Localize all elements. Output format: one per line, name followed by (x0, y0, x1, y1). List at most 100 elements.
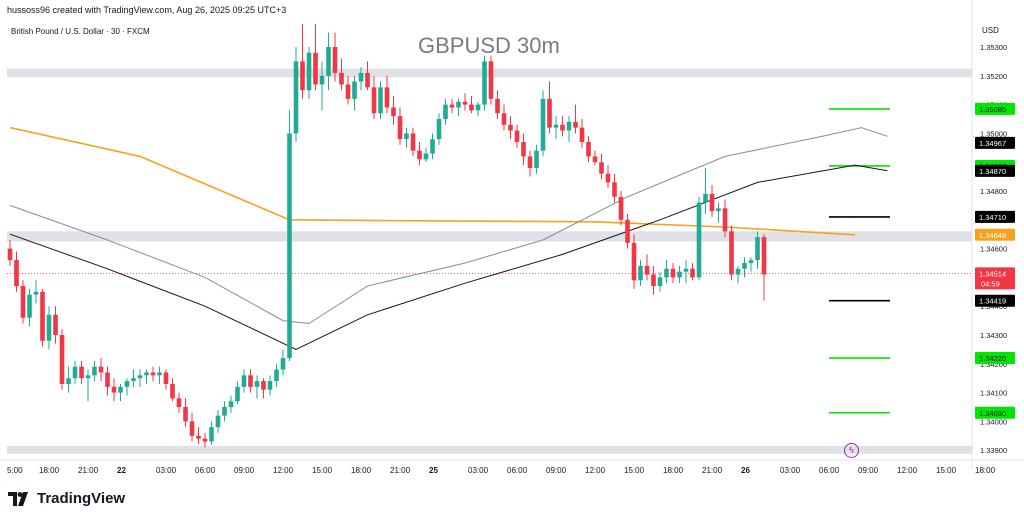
candle-body (352, 81, 357, 99)
candle-body (469, 104, 474, 111)
candle-body (196, 435, 201, 439)
candle-body (579, 127, 585, 143)
candle-body (163, 372, 169, 384)
price-level-tag-bg (975, 136, 1015, 149)
time-tick-label: 18:00 (663, 466, 684, 475)
price-level-tag: 1.34967 (979, 139, 1006, 148)
candle-body (553, 124, 559, 128)
candle-body (235, 386, 240, 402)
candle-body (644, 265, 650, 275)
candle-body (209, 427, 214, 442)
candle-body (560, 124, 565, 131)
price-level-tag-bg (975, 102, 1015, 115)
time-tick-label: 06:00 (195, 466, 216, 475)
candle-body (215, 415, 221, 428)
candle-body (345, 84, 351, 99)
price-level-tag-bg (975, 210, 1015, 223)
candle-body (456, 101, 461, 108)
candle-body (404, 133, 409, 140)
price-level-tag: 1.34710 (979, 213, 1006, 222)
candle-body (59, 335, 65, 384)
time-tick-label: 03:00 (468, 466, 489, 475)
candle-body (410, 133, 416, 151)
candle-body (449, 104, 455, 108)
tradingview-logo-icon (8, 491, 28, 506)
price-tick-label: 1.34300 (980, 331, 1007, 340)
candle-body (521, 142, 526, 157)
candle-body (625, 219, 630, 243)
candle-body (638, 265, 643, 281)
currency-label[interactable]: USD (982, 26, 999, 35)
candle-body (189, 421, 195, 436)
candle-body (118, 386, 123, 393)
candle-body (670, 268, 676, 278)
price-level-tag: 1.34030 (979, 409, 1006, 418)
candle-body (202, 438, 208, 442)
candle-body (53, 314, 58, 335)
candle-body (547, 98, 552, 128)
candle-body (501, 113, 507, 125)
time-tick-label: 22 (117, 466, 126, 475)
price-level-tag: 1.35085 (979, 105, 1006, 114)
candle-body (241, 375, 247, 387)
candle-body (261, 381, 266, 390)
time-tick-label: 18:00 (975, 466, 996, 475)
candle-body (514, 130, 520, 143)
time-tick-label: 18:00 (351, 466, 372, 475)
candle-body (586, 142, 591, 157)
candle-body (592, 156, 598, 163)
candle-body (319, 75, 325, 85)
time-tick-label: 09:00 (858, 466, 879, 475)
candle-body (326, 47, 331, 76)
candle-body (124, 381, 130, 387)
candles-layer (7, 23, 767, 448)
candle-body (573, 121, 578, 128)
price-level-tag: 1.34220 (979, 354, 1006, 363)
time-tick-label: 09:00 (546, 466, 567, 475)
candle-body (105, 372, 110, 387)
candle-body (267, 381, 273, 390)
candle-body (540, 98, 546, 151)
candle-body (443, 104, 448, 119)
tradingview-logo[interactable]: TradingView (8, 490, 125, 507)
time-tick-label: 21:00 (78, 466, 99, 475)
candle-body (508, 124, 513, 131)
price-level-tag: 1.34870 (979, 167, 1006, 176)
time-tick-label: 15:00 (624, 466, 645, 475)
candle-body (274, 369, 279, 382)
time-tick-label: 15:00 (936, 466, 957, 475)
current-price-tag: 1.34514 (979, 269, 1006, 278)
time-tick-label: 26 (741, 466, 750, 475)
tradingview-logo-text: TradingView (37, 490, 126, 507)
price-tick-label: 1.34000 (980, 417, 1007, 426)
candle-body (651, 274, 656, 287)
candle-body (755, 237, 760, 261)
time-tick-label: 03:00 (780, 466, 801, 475)
candle-body (358, 72, 364, 82)
candle-body (748, 260, 754, 263)
candle-body (183, 407, 188, 422)
candle-body (664, 268, 669, 278)
candle-body (157, 372, 162, 376)
candle-body (79, 366, 84, 379)
time-tick-label: 03:00 (156, 466, 177, 475)
candle-body (7, 248, 13, 261)
candle-body (495, 98, 500, 114)
candle-body (475, 104, 481, 111)
candle-body (391, 107, 396, 117)
candle-body (287, 133, 292, 359)
candle-body (527, 156, 533, 168)
moving-average-line-black (9, 164, 888, 350)
price-level-tag-bg (975, 406, 1015, 419)
symbol-label: British Pound / U.S. Dollar · 30 · FXCM (11, 27, 150, 36)
candle-body (397, 116, 403, 140)
candle-body (430, 139, 435, 154)
candle-body (332, 47, 338, 73)
candle-body (716, 208, 721, 212)
lightning-alert-icon[interactable]: ϟ (844, 443, 859, 458)
candle-body (703, 193, 708, 203)
candle-body (761, 237, 767, 275)
candle-body (722, 208, 728, 232)
candle-body (384, 87, 390, 108)
